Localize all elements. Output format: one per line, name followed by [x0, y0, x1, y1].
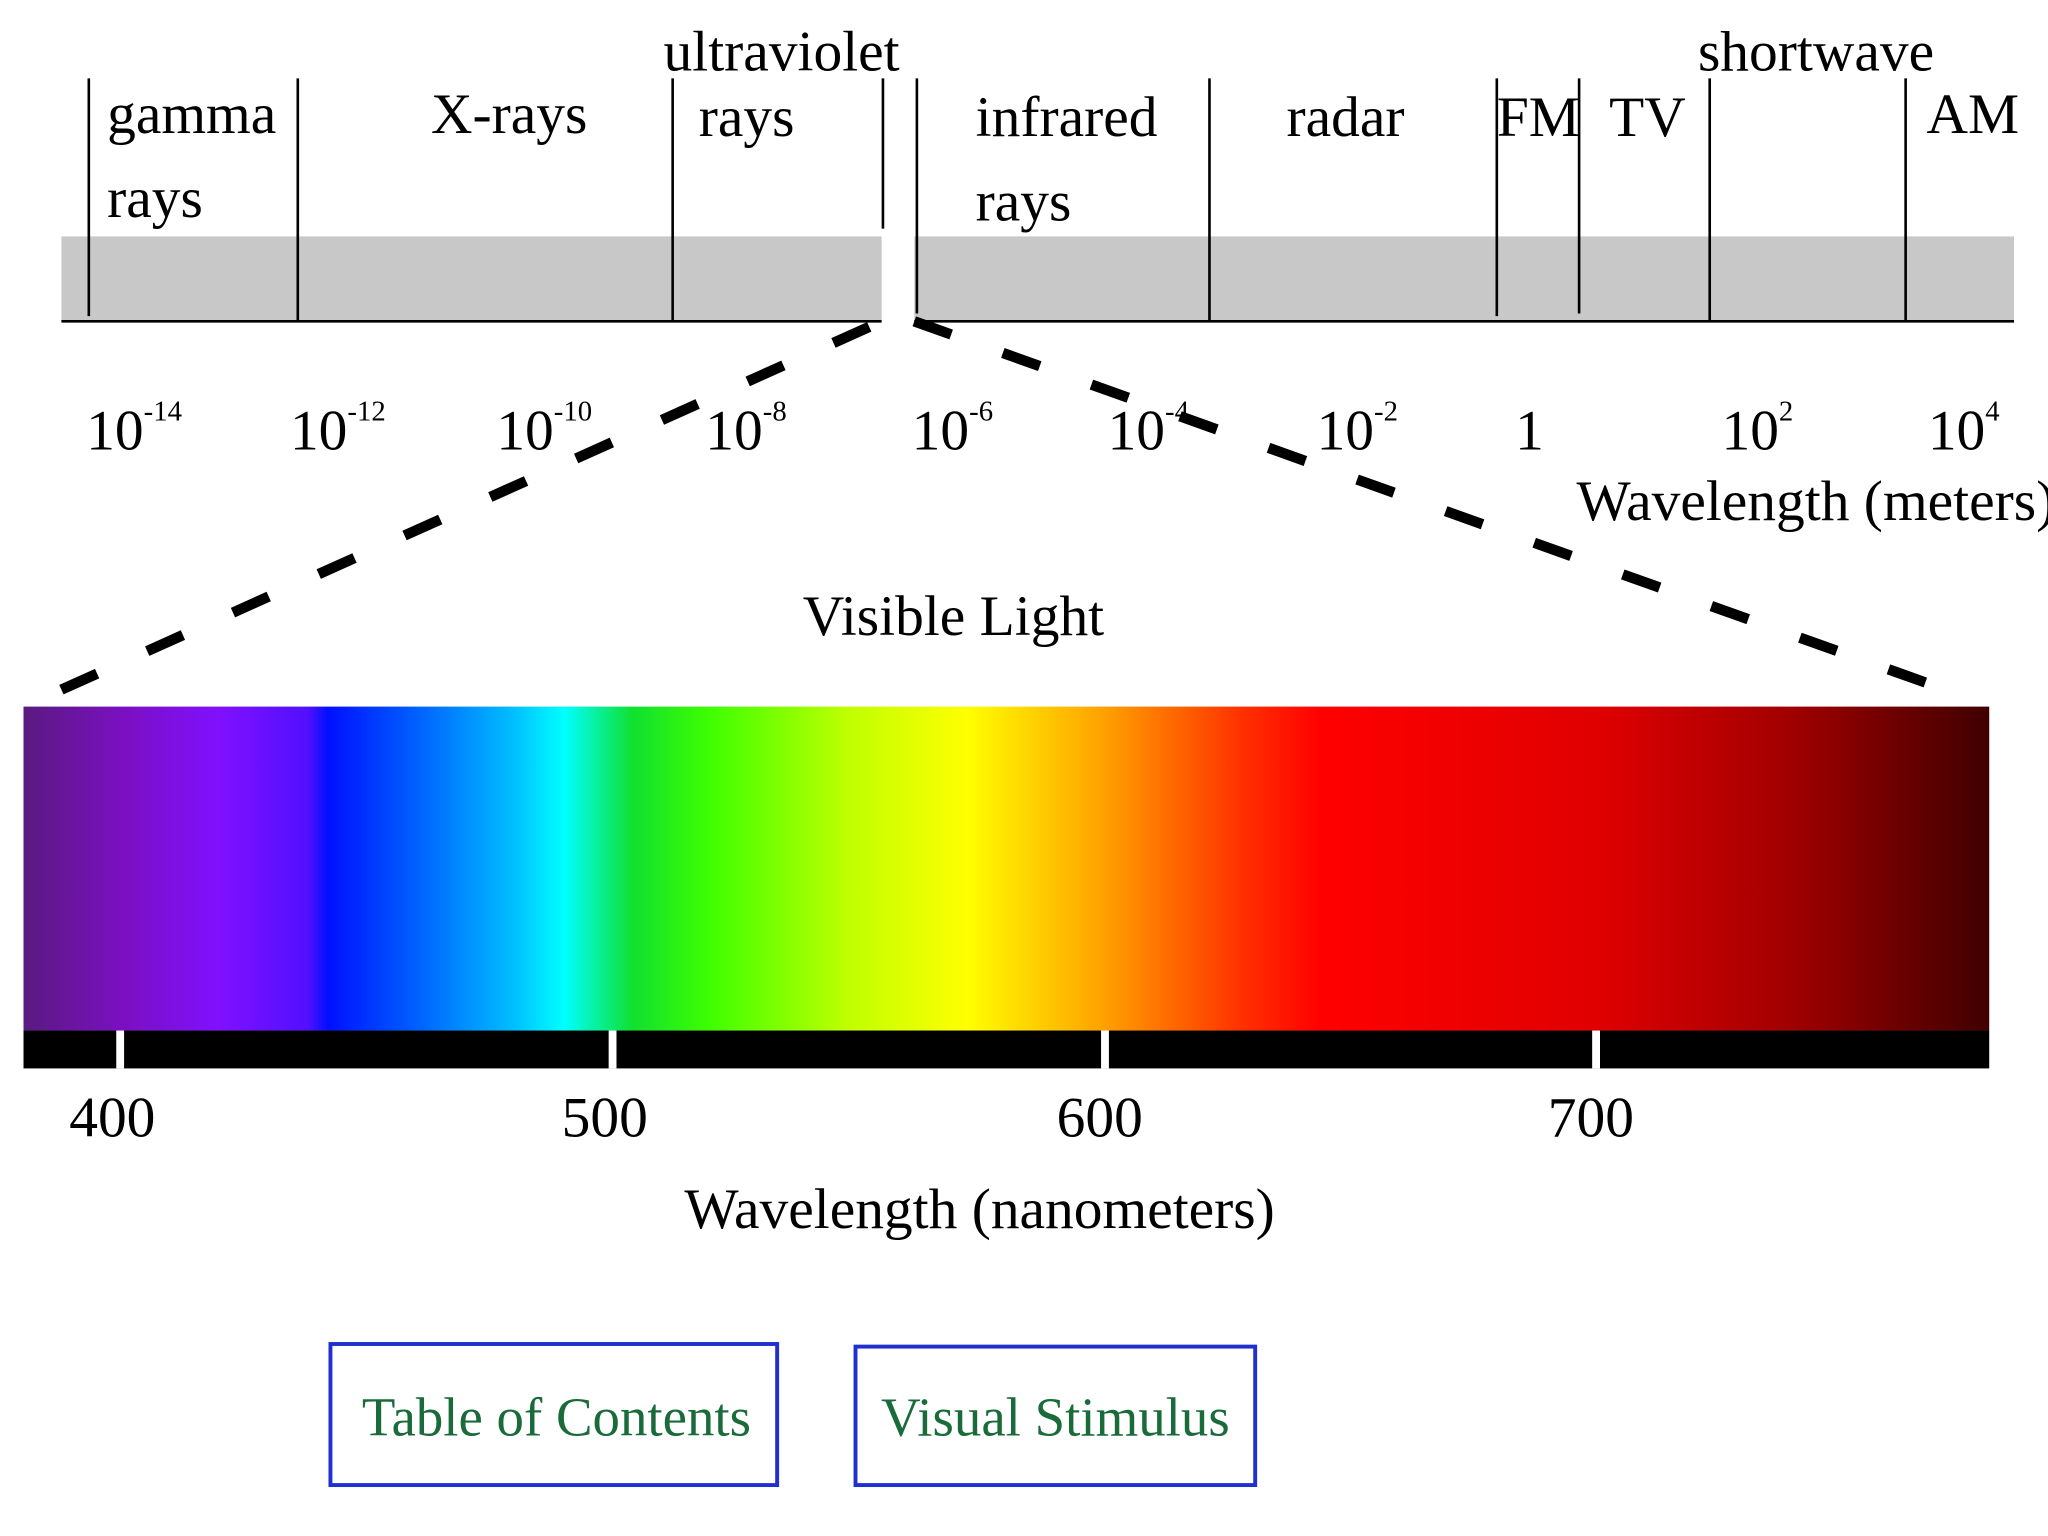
band-label: rays: [976, 171, 1072, 234]
tick-base: 10: [1928, 399, 1985, 462]
tick-exponent: -14: [144, 396, 182, 428]
wavelength-tick: 10-10: [496, 396, 592, 463]
band-dividers: [87, 78, 1907, 322]
band-label: rays: [107, 167, 203, 230]
visible-spectrum: [23, 706, 1990, 1031]
wavelength-tick: 10-2: [1317, 396, 1398, 463]
band-label: shortwave: [1698, 21, 1934, 84]
button-frame: [328, 1342, 780, 1488]
band-label: X-rays: [431, 83, 587, 146]
tick-base: 10: [1317, 399, 1374, 462]
tick-base: 10: [1108, 399, 1165, 462]
tick-base: 10: [86, 399, 143, 462]
wavelength-tick: 10-14: [86, 396, 182, 463]
tick-base: 10: [496, 399, 553, 462]
wavelength-tick: 10-4: [1108, 396, 1189, 463]
band-label: FM: [1497, 86, 1580, 149]
wavelength-tick: 10-12: [290, 396, 386, 463]
button-frame: [853, 1344, 1258, 1488]
nm-scale-bar: [23, 1030, 1990, 1069]
band-label: AM: [1927, 83, 2020, 146]
nm-tick-label: 700: [1548, 1086, 1634, 1149]
nm-scale-ticks: [116, 1030, 1600, 1069]
wavelength-tick: 102: [1721, 396, 1793, 463]
tick-exponent: -2: [1374, 396, 1398, 428]
band-bar-right: [914, 236, 2015, 322]
band-bar-left: [61, 236, 882, 322]
tick-base: 1: [1515, 399, 1544, 462]
tick-base: 10: [705, 399, 762, 462]
tick-exponent: -12: [347, 396, 385, 428]
nm-tick-label: 500: [562, 1086, 648, 1149]
wavelength-tick: 104: [1928, 396, 2000, 463]
band-label: ultraviolet: [664, 21, 900, 84]
nm-tick-label: 400: [69, 1086, 155, 1149]
wavelength-tick: 1: [1515, 399, 1544, 462]
tick-exponent: -6: [969, 396, 993, 428]
band-label: radar: [1287, 86, 1405, 149]
wavelength-tick: 10-8: [705, 396, 786, 463]
tick-base: 10: [912, 399, 969, 462]
tick-exponent: 4: [1985, 396, 1999, 428]
band-label: rays: [699, 86, 795, 149]
nav-button[interactable]: Table of Contents: [362, 1386, 751, 1447]
visible-title: Visible Light: [803, 585, 1104, 648]
nav-button[interactable]: Visual Stimulus: [881, 1386, 1230, 1447]
axis-label: Wavelength (nanometers): [684, 1178, 1274, 1241]
band-label: gamma: [107, 83, 276, 146]
band-label: TV: [1609, 86, 1686, 149]
tick-exponent: -10: [554, 396, 592, 428]
nm-tick-label: 600: [1057, 1086, 1143, 1149]
wavelength-tick: 10-6: [912, 396, 993, 463]
tick-exponent: 2: [1779, 396, 1793, 428]
tick-exponent: -4: [1165, 396, 1189, 428]
tick-base: 10: [1721, 399, 1778, 462]
band-label: infrared: [976, 86, 1158, 149]
tick-base: 10: [290, 399, 347, 462]
axis-label: Wavelength (meters): [1576, 470, 2048, 533]
tick-exponent: -8: [763, 396, 787, 428]
